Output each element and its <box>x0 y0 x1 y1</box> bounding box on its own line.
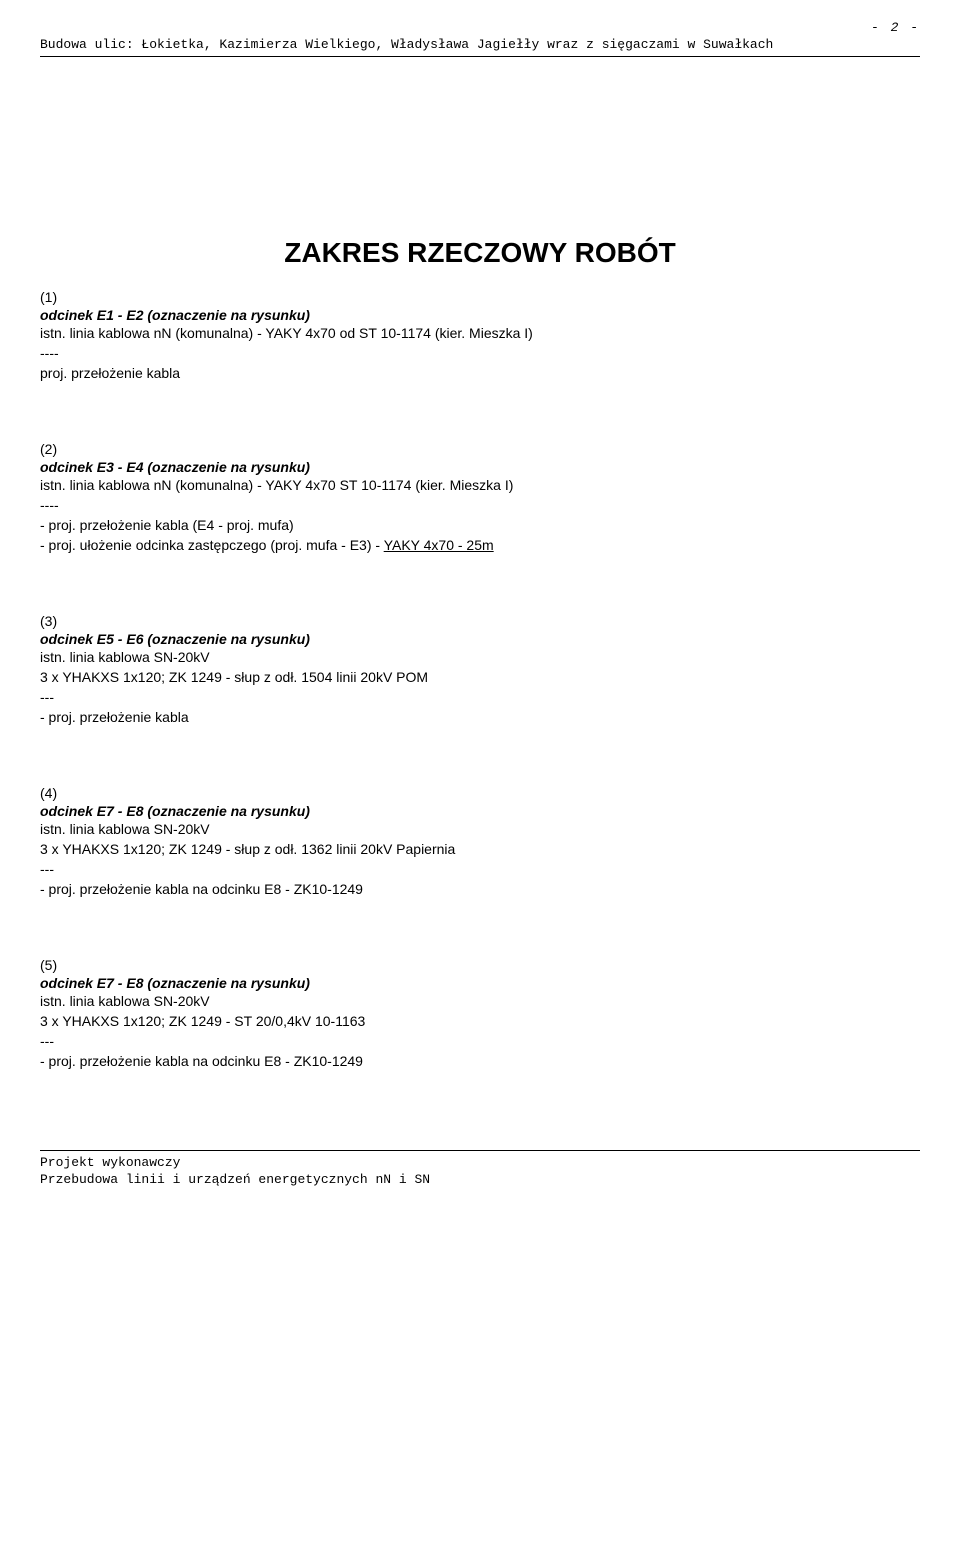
section-number: (2) <box>40 441 920 457</box>
footer-text-1: Projekt wykonawczy <box>40 1155 920 1172</box>
underlined-text: YAKY 4x70 - 25m <box>384 537 494 553</box>
section-4: (4) odcinek E7 - E8 (oznaczenie na rysun… <box>40 785 920 897</box>
page-header: - 2 - <box>40 20 920 35</box>
page-number: - 2 - <box>871 20 920 35</box>
main-title: ZAKRES RZECZOWY ROBÓT <box>40 237 920 269</box>
section-line: istn. linia kablowa SN-20kV <box>40 993 920 1009</box>
section-3: (3) odcinek E5 - E6 (oznaczenie na rysun… <box>40 613 920 725</box>
separator-dashes: --- <box>40 861 920 877</box>
section-number: (5) <box>40 957 920 973</box>
page-footer: Projekt wykonawczy Przebudowa linii i ur… <box>40 1150 920 1189</box>
section-5: (5) odcinek E7 - E8 (oznaczenie na rysun… <box>40 957 920 1069</box>
section-number: (3) <box>40 613 920 629</box>
section-heading: odcinek E7 - E8 (oznaczenie na rysunku) <box>40 975 920 991</box>
separator-dashes: --- <box>40 689 920 705</box>
section-line: proj. przełożenie kabla <box>40 365 920 381</box>
section-heading: odcinek E7 - E8 (oznaczenie na rysunku) <box>40 803 920 819</box>
footer-separator <box>40 1150 920 1151</box>
section-line: istn. linia kablowa nN (komunalna) - YAK… <box>40 477 920 493</box>
section-1: (1) odcinek E1 - E2 (oznaczenie na rysun… <box>40 289 920 381</box>
separator-dashes: ---- <box>40 345 920 361</box>
section-line: istn. linia kablowa nN (komunalna) - YAK… <box>40 325 920 341</box>
section-line: istn. linia kablowa SN-20kV <box>40 649 920 665</box>
text: - proj. ułożenie odcinka zastępczego (pr… <box>40 537 384 553</box>
section-number: (1) <box>40 289 920 305</box>
separator-dashes: ---- <box>40 497 920 513</box>
document-page: - 2 - Budowa ulic: Łokietka, Kazimierza … <box>0 0 960 1199</box>
section-line: - proj. przełożenie kabla na odcinku E8 … <box>40 1053 920 1069</box>
section-heading: odcinek E5 - E6 (oznaczenie na rysunku) <box>40 631 920 647</box>
section-line: - proj. przełożenie kabla (E4 - proj. mu… <box>40 517 920 533</box>
section-line: - proj. ułożenie odcinka zastępczego (pr… <box>40 537 920 553</box>
header-title: Budowa ulic: Łokietka, Kazimierza Wielki… <box>40 37 920 52</box>
section-line: 3 x YHAKXS 1x120; ZK 1249 - ST 20/0,4kV … <box>40 1013 920 1029</box>
header-separator <box>40 56 920 57</box>
section-line: 3 x YHAKXS 1x120; ZK 1249 - słup z odł. … <box>40 669 920 685</box>
section-2: (2) odcinek E3 - E4 (oznaczenie na rysun… <box>40 441 920 553</box>
section-number: (4) <box>40 785 920 801</box>
separator-dashes: --- <box>40 1033 920 1049</box>
section-line: - proj. przełożenie kabla <box>40 709 920 725</box>
footer-text-2: Przebudowa linii i urządzeń energetyczny… <box>40 1172 920 1189</box>
section-line: - proj. przełożenie kabla na odcinku E8 … <box>40 881 920 897</box>
section-line: istn. linia kablowa SN-20kV <box>40 821 920 837</box>
content: ZAKRES RZECZOWY ROBÓT (1) odcinek E1 - E… <box>40 237 920 1189</box>
section-heading: odcinek E3 - E4 (oznaczenie na rysunku) <box>40 459 920 475</box>
section-line: 3 x YHAKXS 1x120; ZK 1249 - słup z odł. … <box>40 841 920 857</box>
section-heading: odcinek E1 - E2 (oznaczenie na rysunku) <box>40 307 920 323</box>
